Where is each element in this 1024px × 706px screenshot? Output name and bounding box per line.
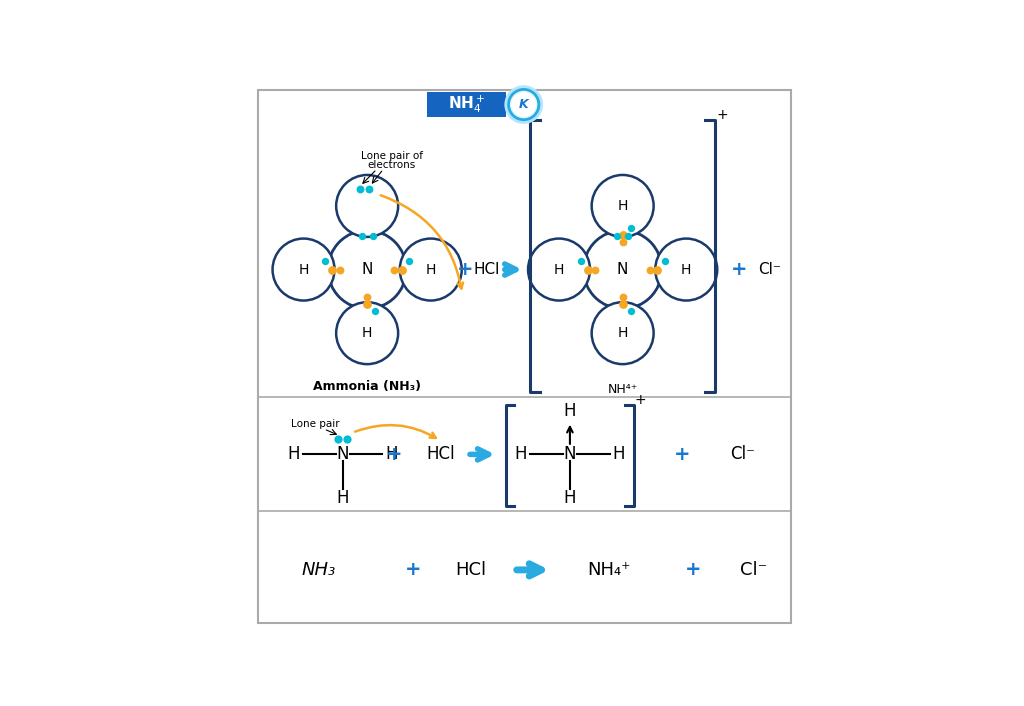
Text: N: N: [361, 262, 373, 277]
Point: [332, 264, 348, 275]
Text: H: H: [563, 402, 577, 420]
Text: NH₄⁺: NH₄⁺: [588, 561, 631, 579]
Circle shape: [336, 175, 398, 237]
Text: Cl⁻: Cl⁻: [758, 262, 781, 277]
Point: [330, 433, 346, 445]
Text: HCl: HCl: [426, 445, 455, 463]
Text: Lone pair of: Lone pair of: [360, 152, 423, 162]
Text: Lone pair: Lone pair: [291, 419, 340, 429]
Point: [623, 306, 639, 317]
Circle shape: [272, 239, 335, 301]
Text: H: H: [515, 445, 527, 463]
Text: H: H: [554, 263, 564, 277]
Point: [353, 230, 370, 241]
Circle shape: [399, 239, 462, 301]
Circle shape: [506, 87, 542, 123]
Text: H: H: [361, 326, 373, 340]
Point: [614, 237, 631, 248]
Text: HCl: HCl: [473, 262, 500, 277]
FancyBboxPatch shape: [427, 92, 506, 117]
Point: [642, 264, 658, 275]
Point: [656, 256, 673, 267]
Point: [609, 230, 626, 241]
Text: H: H: [563, 489, 577, 507]
Point: [620, 230, 636, 241]
Point: [386, 264, 402, 275]
Point: [394, 264, 411, 275]
Circle shape: [336, 302, 398, 364]
Text: NH$_4^+$: NH$_4^+$: [447, 94, 485, 116]
Text: H: H: [385, 445, 398, 463]
Circle shape: [528, 239, 590, 301]
Text: H: H: [426, 263, 436, 277]
Text: NH⁴⁺: NH⁴⁺: [607, 383, 638, 395]
Text: HCl: HCl: [455, 561, 486, 579]
Text: H: H: [681, 263, 691, 277]
Text: K: K: [519, 98, 528, 111]
Point: [614, 291, 631, 302]
Circle shape: [592, 302, 653, 364]
Point: [614, 299, 631, 310]
Text: H: H: [612, 445, 625, 463]
Text: H: H: [617, 199, 628, 213]
Text: N: N: [617, 262, 629, 277]
Point: [360, 184, 377, 195]
Point: [359, 299, 376, 310]
Circle shape: [511, 92, 537, 118]
Text: Ammonia (NH₃): Ammonia (NH₃): [313, 381, 421, 393]
Point: [588, 264, 604, 275]
Point: [325, 264, 341, 275]
Point: [580, 264, 596, 275]
Text: +: +: [674, 445, 691, 464]
Text: +: +: [635, 393, 646, 407]
Point: [317, 256, 334, 267]
Text: +: +: [457, 260, 473, 279]
Point: [649, 264, 666, 275]
Text: NH₃: NH₃: [301, 561, 335, 579]
Circle shape: [328, 230, 407, 309]
Text: H: H: [288, 445, 300, 463]
Text: electrons: electrons: [368, 160, 416, 170]
Text: H: H: [298, 263, 308, 277]
Text: H: H: [617, 326, 628, 340]
Point: [339, 433, 355, 445]
Text: +: +: [386, 445, 402, 464]
Text: N: N: [563, 445, 577, 463]
Circle shape: [655, 239, 717, 301]
Text: N: N: [337, 445, 349, 463]
Text: +: +: [731, 260, 748, 279]
Text: H: H: [337, 489, 349, 507]
Point: [368, 306, 384, 317]
Point: [614, 229, 631, 241]
Point: [400, 256, 417, 267]
Circle shape: [592, 175, 653, 237]
Point: [352, 184, 369, 195]
Text: Cl⁻: Cl⁻: [739, 561, 767, 579]
Point: [359, 291, 376, 302]
Point: [365, 230, 381, 241]
Circle shape: [584, 230, 662, 309]
Point: [572, 256, 589, 267]
Text: +: +: [685, 561, 701, 580]
Text: +: +: [406, 561, 422, 580]
Text: Cl⁻: Cl⁻: [730, 445, 755, 463]
Point: [623, 222, 639, 234]
Text: +: +: [717, 107, 728, 121]
